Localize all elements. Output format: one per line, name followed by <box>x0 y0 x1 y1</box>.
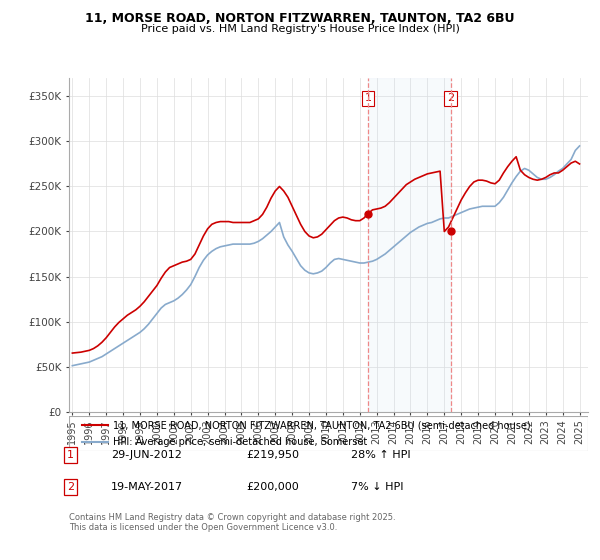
Text: 11, MORSE ROAD, NORTON FITZWARREN, TAUNTON, TA2 6BU: 11, MORSE ROAD, NORTON FITZWARREN, TAUNT… <box>85 12 515 25</box>
Text: 11, MORSE ROAD, NORTON FITZWARREN, TAUNTON, TA2 6BU (semi-detached house): 11, MORSE ROAD, NORTON FITZWARREN, TAUNT… <box>113 421 531 431</box>
Text: 1: 1 <box>365 94 371 104</box>
Text: This data is licensed under the Open Government Licence v3.0.: This data is licensed under the Open Gov… <box>69 523 337 532</box>
Text: 29-JUN-2012: 29-JUN-2012 <box>111 450 182 460</box>
Text: 1: 1 <box>67 450 74 460</box>
Text: 2: 2 <box>447 94 454 104</box>
Text: 2: 2 <box>67 482 74 492</box>
Text: 28% ↑ HPI: 28% ↑ HPI <box>351 450 410 460</box>
Text: Price paid vs. HM Land Registry's House Price Index (HPI): Price paid vs. HM Land Registry's House … <box>140 24 460 34</box>
Text: £200,000: £200,000 <box>246 482 299 492</box>
Text: 7% ↓ HPI: 7% ↓ HPI <box>351 482 404 492</box>
Text: 19-MAY-2017: 19-MAY-2017 <box>111 482 183 492</box>
Text: Contains HM Land Registry data © Crown copyright and database right 2025.: Contains HM Land Registry data © Crown c… <box>69 513 395 522</box>
Text: £219,950: £219,950 <box>246 450 299 460</box>
Bar <box>368 78 451 412</box>
Text: HPI: Average price, semi-detached house, Somerset: HPI: Average price, semi-detached house,… <box>113 437 367 447</box>
